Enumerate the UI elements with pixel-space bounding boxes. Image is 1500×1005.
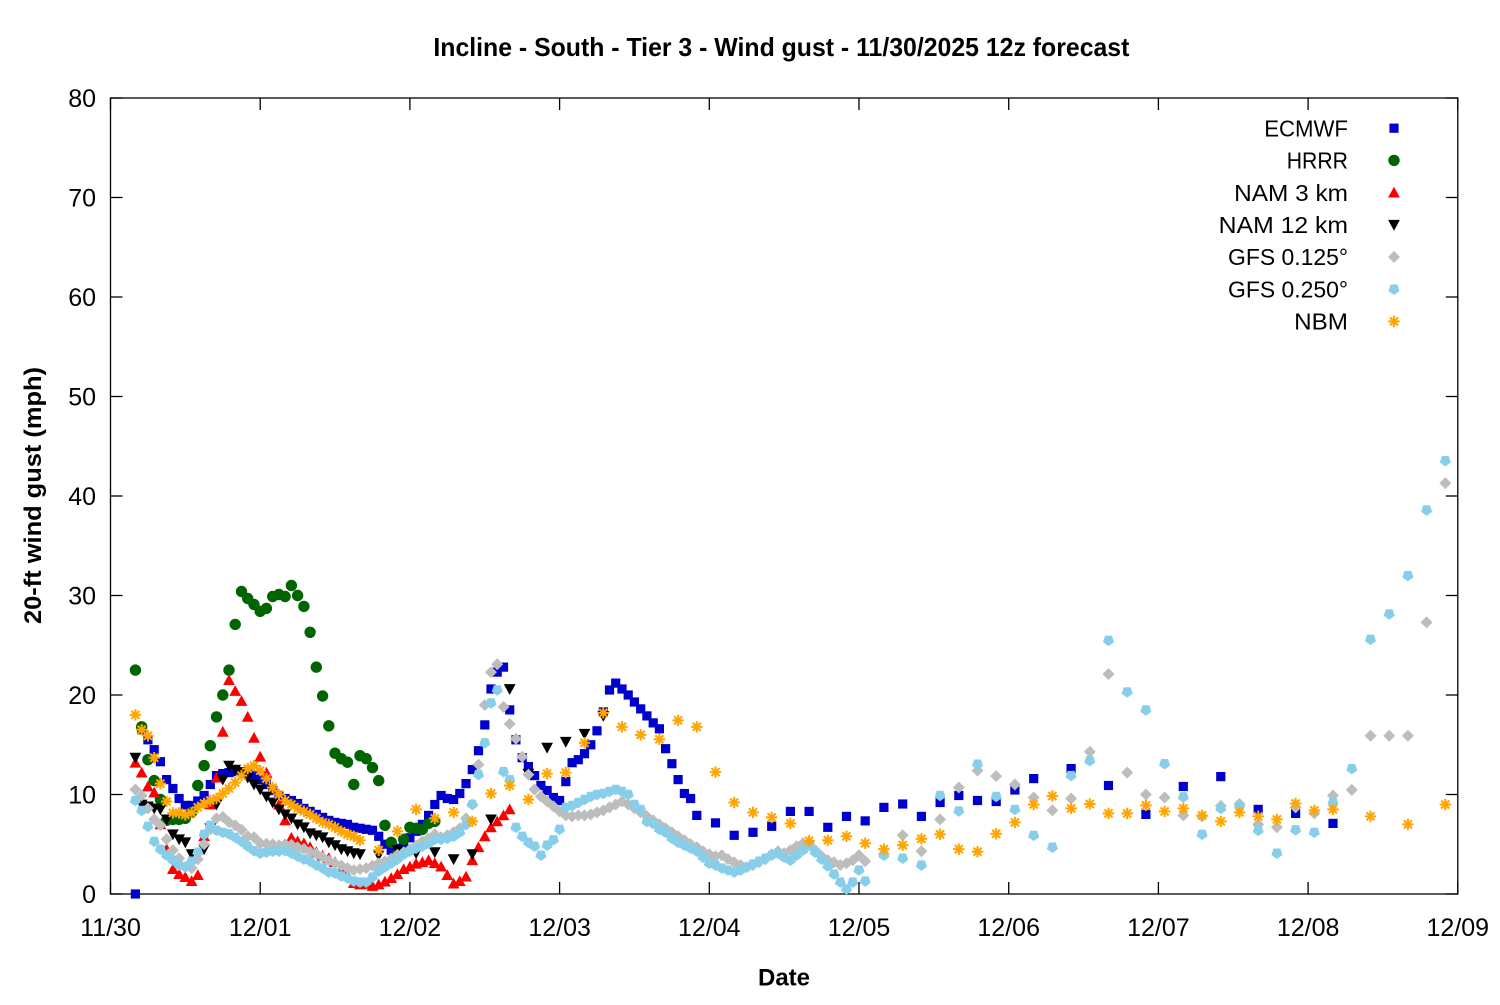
svg-text:12/06: 12/06 (977, 914, 1040, 942)
svg-text:11/30: 11/30 (80, 914, 141, 942)
svg-text:12/02: 12/02 (379, 914, 442, 942)
svg-text:ECMWF: ECMWF (1264, 115, 1348, 141)
svg-text:Date: Date (758, 965, 810, 992)
svg-text:NAM 3 km: NAM 3 km (1234, 180, 1348, 206)
svg-text:12/05: 12/05 (828, 914, 891, 942)
svg-text:60: 60 (68, 284, 96, 312)
svg-text:Incline - South - Tier 3 - Win: Incline - South - Tier 3 - Wind gust - 1… (433, 32, 1129, 62)
svg-text:20: 20 (68, 682, 96, 710)
svg-text:20-ft wind gust (mph): 20-ft wind gust (mph) (20, 367, 47, 624)
svg-text:70: 70 (68, 185, 96, 213)
svg-text:GFS 0.250°: GFS 0.250° (1228, 276, 1348, 302)
svg-text:12/03: 12/03 (528, 914, 591, 942)
svg-text:NAM 12 km: NAM 12 km (1219, 212, 1348, 238)
svg-text:0: 0 (82, 881, 96, 909)
svg-text:GFS 0.125°: GFS 0.125° (1228, 244, 1348, 270)
svg-text:12/08: 12/08 (1277, 914, 1340, 942)
svg-text:50: 50 (68, 384, 96, 412)
svg-text:12/07: 12/07 (1127, 914, 1190, 942)
svg-text:30: 30 (68, 583, 96, 611)
svg-text:12/04: 12/04 (678, 914, 741, 942)
svg-text:NBM: NBM (1294, 309, 1348, 335)
svg-text:10: 10 (68, 782, 96, 810)
svg-text:80: 80 (68, 85, 96, 113)
svg-text:12/01: 12/01 (229, 914, 292, 942)
svg-text:HRRR: HRRR (1287, 148, 1348, 174)
svg-text:40: 40 (68, 483, 96, 511)
svg-text:12/09: 12/09 (1427, 914, 1490, 942)
